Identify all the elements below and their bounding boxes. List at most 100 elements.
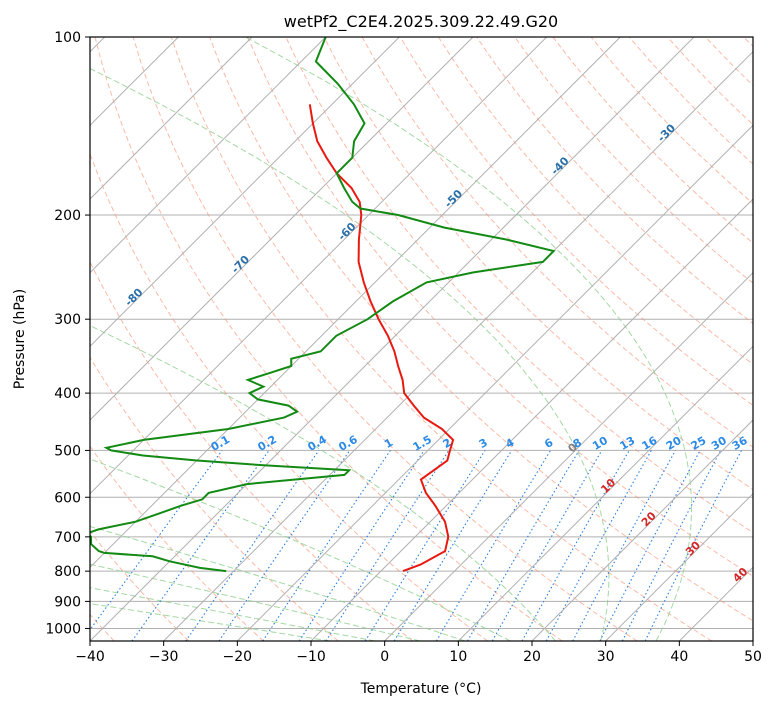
y-axis-label: Pressure (hPa) [12, 289, 28, 389]
moist-adiabat-line [90, 325, 556, 641]
moist-adiabat-line [90, 525, 466, 641]
moist-adiabat-line [90, 68, 610, 641]
x-tick-label: 20 [523, 649, 541, 665]
dry-adiabat-label: -40 [548, 154, 571, 177]
mixing-ratio-lines [90, 450, 742, 641]
dry-adiabat-line [170, 37, 712, 641]
dry-adiabat-label: -60 [335, 220, 358, 243]
isotherm-line [90, 37, 621, 569]
x-tick-label: 50 [744, 649, 762, 665]
dry-adiabat-line [90, 530, 190, 641]
dry-adiabat-line [476, 37, 753, 325]
moist-adiabat-line [90, 563, 421, 641]
isotherm-line [236, 124, 753, 641]
mixing-ratio-line [572, 450, 676, 641]
mixing-ratio-line [325, 450, 450, 641]
pressure-gridlines [90, 37, 753, 629]
x-tick-label: 10 [449, 649, 467, 665]
moist-adiabat-line [245, 37, 692, 641]
mixing-ratio-line [621, 450, 722, 641]
mixing-ratio-line [393, 450, 513, 641]
isotherm-line [90, 37, 253, 200]
dry-adiabat-label: -50 [442, 187, 465, 210]
dry-adiabat-line [209, 37, 753, 622]
x-tick-label: 40 [670, 649, 688, 665]
dry-adiabat-line [705, 37, 753, 87]
dry-adiabat-line [132, 37, 638, 641]
dry-adiabat-line [514, 37, 753, 284]
dry-adiabat-label: -30 [655, 121, 678, 144]
dry-adiabat-line [90, 445, 264, 641]
mixing-ratio-line [644, 450, 742, 641]
dry-adiabat-line [247, 37, 753, 577]
isotherm-line [457, 345, 753, 641]
dewpoint-profile-line [90, 37, 556, 573]
mixing-ratio-line [298, 450, 425, 641]
moist-adiabat-line [90, 458, 511, 641]
dry-adiabat-label: 10 [598, 476, 618, 496]
dry-adiabat-line [94, 37, 563, 641]
mixing-ratio-label: 4 [503, 436, 516, 451]
isotherm-lines [90, 37, 753, 641]
isotherm-line [605, 492, 753, 641]
isotherm-line [90, 37, 327, 274]
chart-title: wetPf2_C2E4.2025.309.22.49.G20 [284, 12, 558, 32]
mixing-ratio-line [262, 450, 391, 641]
mixing-ratio-line [90, 450, 223, 631]
isotherm-line [90, 37, 548, 495]
y-tick-label: 500 [54, 443, 81, 459]
y-tick-label: 800 [54, 564, 81, 580]
x-tick-label: 30 [597, 649, 615, 665]
y-tick-label: 400 [54, 386, 81, 402]
dry-adiabat-lines [90, 37, 753, 641]
y-tick-label: 700 [54, 530, 81, 546]
y-tick-label: 100 [54, 30, 81, 46]
dry-adiabat-line [399, 37, 753, 407]
temperature-profile-line [308, 104, 455, 573]
isotherm-line [90, 37, 474, 421]
mixing-ratio-line [599, 450, 701, 641]
mixing-ratio-line [521, 450, 630, 641]
dry-adiabat-label: 30 [683, 538, 703, 558]
dry-adiabat-label: -70 [229, 253, 252, 276]
moist-adiabat-lines [90, 37, 692, 641]
y-tick-label: 300 [54, 312, 81, 328]
plot-frame [89, 36, 754, 642]
isotherm-line [163, 50, 753, 641]
dry-adiabat-line [90, 260, 414, 641]
dry-adiabat-line [323, 37, 753, 491]
x-axis-label: Temperature (°C) [360, 681, 482, 697]
profile-series [90, 37, 556, 573]
dry-adiabat-line [90, 356, 339, 641]
mixing-ratio-line [435, 450, 552, 641]
dry-adiabat-label: 20 [639, 509, 659, 529]
x-tick-label: −10 [296, 649, 326, 665]
mixing-ratio-label: 1 [382, 436, 395, 451]
mixing-ratio-label: 6 [542, 436, 555, 451]
dry-adiabat-line [90, 152, 488, 641]
isotherm-line [90, 37, 695, 641]
dry-adiabat-label: 40 [730, 565, 750, 585]
x-tick-label: −40 [75, 649, 105, 665]
y-tick-label: 1000 [45, 621, 81, 637]
mixing-ratio-line [467, 450, 580, 641]
y-axis-ticks: 100 200 300 400 500 600 700 800 900 1000 [45, 30, 90, 637]
mixing-ratio-label: 3 [477, 436, 490, 451]
x-axis-ticks: −40 −30 −20 −10 0 10 20 30 40 50 [75, 641, 762, 665]
y-tick-label: 900 [54, 594, 81, 610]
dry-adiabat-line [743, 37, 753, 48]
isotherm-line [310, 198, 753, 641]
isotherm-line [531, 419, 753, 641]
isotherm-line [752, 640, 753, 641]
x-tick-label: −30 [149, 649, 179, 665]
dry-adiabat-label: -80 [122, 286, 145, 309]
dry-adiabat-line [361, 37, 753, 448]
moist-adiabat-line [90, 587, 375, 641]
x-tick-label: 0 [380, 649, 389, 665]
y-tick-label: 600 [54, 490, 81, 506]
isotherm-line [384, 271, 753, 641]
x-tick-label: −20 [223, 649, 253, 665]
dry-adiabat-line [437, 37, 753, 365]
